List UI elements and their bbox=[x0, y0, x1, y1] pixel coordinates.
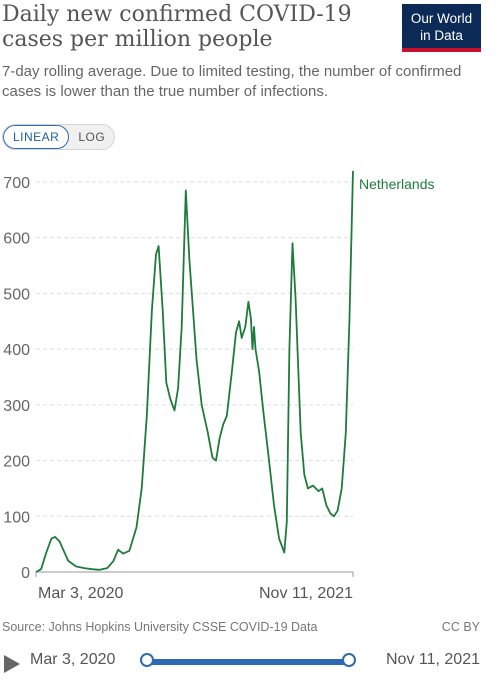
line-chart[interactable]: 0 100 200 300 400 500 600 700 Mar 3, 2020 Nov 11,… bbox=[0, 160, 500, 620]
scale-toggle: LINEAR LOG bbox=[2, 124, 116, 150]
x-tick-label: Nov 11, 2021 bbox=[259, 585, 353, 602]
y-tick-label: 200 bbox=[3, 454, 30, 471]
series-line-netherlands bbox=[35, 170, 354, 573]
license-link[interactable]: CC BY bbox=[441, 620, 480, 634]
chart-title: Daily new confirmed COVID-19 cases per m… bbox=[2, 2, 352, 52]
x-tick-label: Mar 3, 2020 bbox=[38, 585, 123, 602]
linear-scale-button[interactable]: LINEAR bbox=[3, 125, 70, 149]
log-scale-button[interactable]: LOG bbox=[78, 130, 106, 144]
timeline-controls: Mar 3, 2020 Nov 11, 2021 bbox=[0, 646, 500, 676]
timeline-end-handle[interactable] bbox=[342, 653, 356, 667]
logo-line-2: in Data bbox=[420, 28, 463, 43]
chart-subtitle: 7-day rolling average. Due to limited te… bbox=[2, 63, 462, 100]
source-note[interactable]: Source: Johns Hopkins University CSSE CO… bbox=[2, 620, 318, 634]
y-tick-label: 700 bbox=[3, 175, 30, 192]
our-world-in-data-logo[interactable]: Our World in Data bbox=[402, 4, 481, 52]
timeline-start-label: Mar 3, 2020 bbox=[30, 651, 116, 668]
y-tick-label: 100 bbox=[3, 509, 30, 526]
logo-line-1: Our World bbox=[410, 11, 473, 26]
series-label: Netherlands bbox=[359, 176, 435, 192]
y-tick-label: 300 bbox=[3, 398, 30, 415]
play-icon[interactable] bbox=[4, 655, 20, 673]
timeline-range-track[interactable] bbox=[148, 659, 350, 665]
y-tick-label: 0 bbox=[21, 565, 30, 582]
timeline-start-handle[interactable] bbox=[140, 653, 154, 667]
y-tick-label: 600 bbox=[3, 231, 30, 248]
y-tick-label: 400 bbox=[3, 342, 30, 359]
timeline-end-label: Nov 11, 2021 bbox=[386, 651, 480, 668]
y-tick-label: 500 bbox=[3, 286, 30, 303]
